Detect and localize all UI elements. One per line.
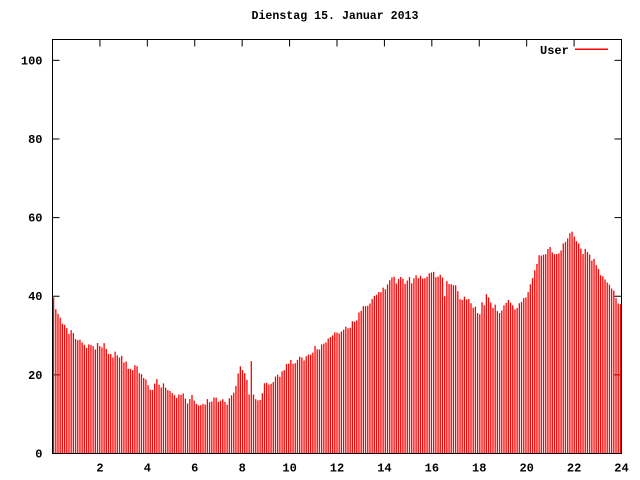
svg-text:12: 12: [330, 462, 344, 476]
svg-text:20: 20: [519, 462, 533, 476]
svg-text:8: 8: [239, 462, 246, 476]
svg-text:Dienstag 15. Januar 2013: Dienstag 15. Januar 2013: [252, 10, 419, 23]
svg-text:16: 16: [425, 462, 439, 476]
svg-text:24: 24: [614, 462, 628, 476]
svg-text:80: 80: [28, 133, 42, 147]
svg-text:20: 20: [28, 369, 42, 383]
svg-text:4: 4: [144, 462, 151, 476]
svg-text:User: User: [540, 44, 569, 58]
svg-text:10: 10: [282, 462, 296, 476]
svg-text:0: 0: [35, 448, 42, 462]
svg-text:18: 18: [472, 462, 486, 476]
svg-text:2: 2: [96, 462, 103, 476]
svg-text:60: 60: [28, 212, 42, 226]
svg-text:6: 6: [191, 462, 198, 476]
svg-text:40: 40: [28, 290, 42, 304]
svg-text:100: 100: [21, 54, 43, 68]
svg-text:22: 22: [567, 462, 581, 476]
svg-text:14: 14: [377, 462, 391, 476]
